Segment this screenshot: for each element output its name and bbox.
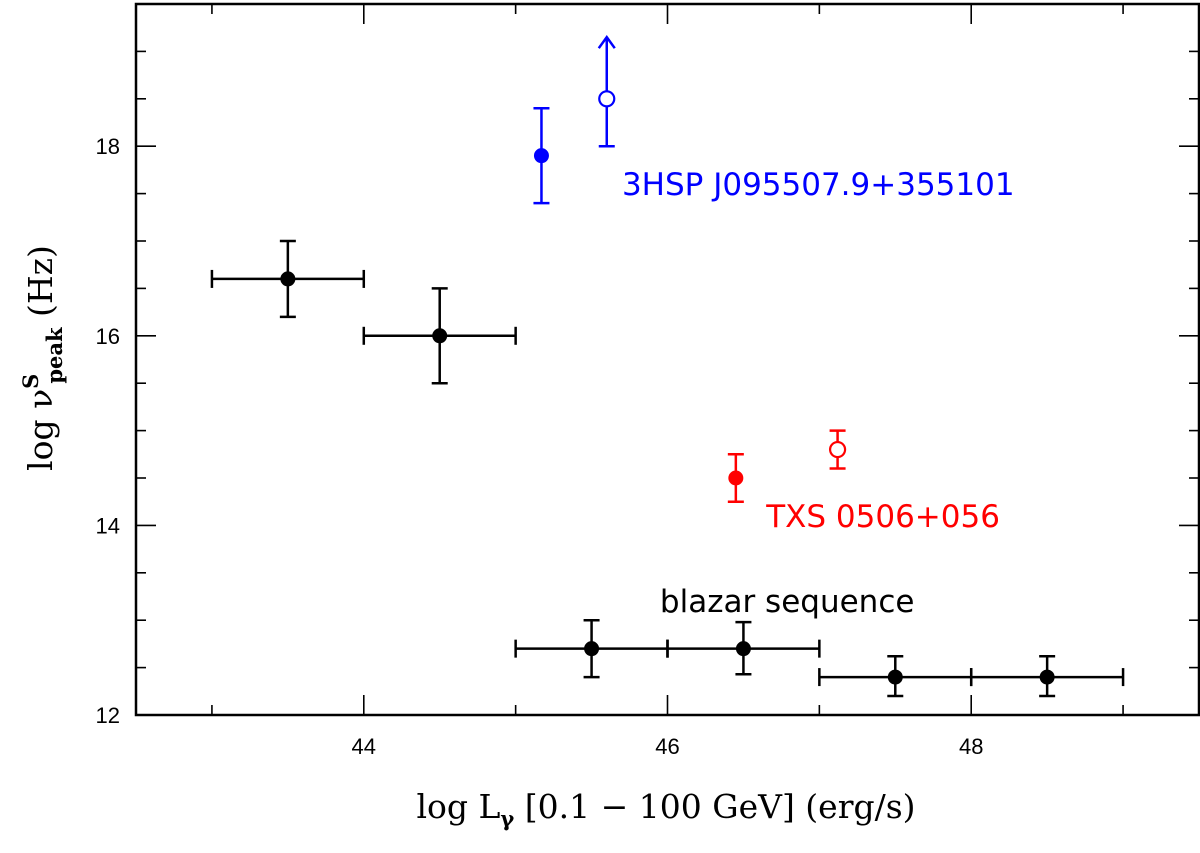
y-axis-label-superscript: S bbox=[18, 374, 43, 389]
marker-filled bbox=[887, 669, 903, 685]
data-point bbox=[514, 618, 669, 679]
marker-filled bbox=[735, 641, 751, 657]
marker-open bbox=[828, 440, 847, 459]
data-point bbox=[969, 654, 1125, 698]
data-point bbox=[828, 429, 847, 470]
y-tick-label: 18 bbox=[96, 134, 120, 159]
data-point bbox=[533, 107, 550, 205]
x-tick-label: 48 bbox=[959, 734, 983, 759]
annotation-label: blazar sequence bbox=[660, 584, 915, 620]
x-axis-label-subscript: γ bbox=[500, 806, 514, 831]
data-point bbox=[818, 654, 973, 698]
data-point bbox=[210, 239, 366, 319]
annotations: 3HSP J095507.9+355101 TXS 0506+056 blazar … bbox=[622, 167, 1015, 620]
data-point bbox=[597, 35, 616, 148]
x-tick-label: 44 bbox=[352, 734, 376, 759]
marker-filled bbox=[1039, 669, 1055, 685]
annotation-label: TXS 0506+056 bbox=[765, 499, 1000, 535]
data-point bbox=[362, 287, 517, 385]
marker-filled bbox=[432, 328, 448, 344]
axis-ticks bbox=[136, 3, 1199, 716]
x-axis-label-prefix: log L bbox=[416, 787, 500, 826]
y-tick-label: 14 bbox=[96, 513, 120, 538]
tick-labels: 44 46 48 12 14 16 18 bbox=[96, 134, 984, 759]
marker-open bbox=[598, 90, 616, 108]
y-tick-label: 16 bbox=[96, 324, 120, 349]
data-points bbox=[210, 35, 1125, 698]
marker-filled bbox=[728, 470, 744, 486]
marker-filled bbox=[280, 271, 296, 287]
annotation-label: 3HSP J095507.9+355101 bbox=[622, 167, 1015, 203]
data-point bbox=[727, 453, 744, 503]
x-axis-label: log Lγ [0.1 − 100 GeV] (erg/s) bbox=[416, 787, 915, 831]
data-point bbox=[666, 620, 821, 676]
x-tick-label: 46 bbox=[655, 734, 679, 759]
x-axis-label-suffix: [0.1 − 100 GeV] (erg/s) bbox=[514, 787, 915, 826]
y-axis-label: log νSpeak (Hz) bbox=[18, 245, 67, 471]
y-axis-label-prefix: log ν bbox=[21, 389, 60, 471]
y-axis-label-suffix: (Hz) bbox=[21, 245, 60, 327]
lower-limit-arrow bbox=[597, 35, 616, 49]
marker-filled bbox=[584, 641, 600, 657]
marker-filled bbox=[533, 148, 549, 164]
y-axis-label-subscript: peak bbox=[42, 327, 67, 384]
y-tick-label: 12 bbox=[96, 703, 120, 728]
